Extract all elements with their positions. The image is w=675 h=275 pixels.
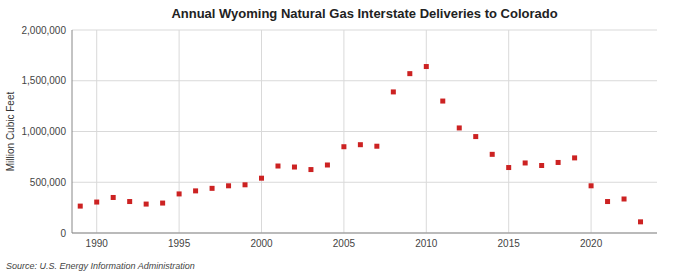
source-note: Source: U.S. Energy Information Administ… <box>6 261 195 271</box>
point <box>391 89 396 94</box>
point <box>292 165 297 170</box>
x-tick-label: 2005 <box>333 238 356 249</box>
point <box>622 196 627 201</box>
point <box>589 183 594 188</box>
x-grid-line <box>508 30 509 233</box>
point <box>457 125 462 130</box>
x-tick-label: 2015 <box>498 238 521 249</box>
point <box>572 155 577 160</box>
chart: 0 500,000 1,000,000 1,500,000 2,000,000 1990 1… <box>0 0 675 275</box>
x-grid-line <box>591 30 592 233</box>
point <box>539 163 544 168</box>
point <box>506 165 511 170</box>
x-tick-label: 2000 <box>250 238 273 249</box>
point <box>259 176 264 181</box>
x-grid-line <box>343 30 344 233</box>
point <box>440 99 445 104</box>
point <box>127 199 132 204</box>
points <box>78 64 643 224</box>
y-tick-label: 2,000,000 <box>22 25 67 36</box>
y-tick-label: 500,000 <box>30 177 67 188</box>
x-grid-line <box>179 30 180 233</box>
point <box>407 71 412 76</box>
point <box>78 204 83 209</box>
point <box>556 160 561 165</box>
y-grid-line <box>72 131 657 132</box>
y-grid-line <box>72 182 657 183</box>
y-axis-label: Million Cubic Feet <box>5 92 16 172</box>
y-grid-line <box>72 30 657 31</box>
point <box>275 164 280 169</box>
point <box>226 183 231 188</box>
grid <box>72 30 657 233</box>
y-tick-label: 1,000,000 <box>22 126 67 137</box>
y-grid-line <box>72 233 657 234</box>
background <box>0 0 675 275</box>
point <box>523 160 528 165</box>
y-axis-line <box>72 30 73 233</box>
point <box>473 134 478 139</box>
point <box>358 142 363 147</box>
x-tick-label: 1990 <box>86 238 109 249</box>
x-tick-label: 2010 <box>415 238 438 249</box>
point <box>210 186 215 191</box>
point <box>243 182 248 187</box>
point <box>111 195 116 200</box>
x-axis-line <box>72 233 657 234</box>
point <box>638 219 643 224</box>
point <box>177 191 182 196</box>
x-tick-label: 2020 <box>580 238 603 249</box>
x-grid-line <box>426 30 427 233</box>
point <box>325 162 330 167</box>
title: Annual Wyoming Natural Gas Interstate De… <box>171 6 557 21</box>
point <box>144 202 149 207</box>
point <box>341 144 346 149</box>
point <box>490 152 495 157</box>
point <box>374 144 379 149</box>
point <box>308 167 313 172</box>
x-tick-label: 1995 <box>168 238 191 249</box>
point <box>605 199 610 204</box>
y-grid-line <box>72 80 657 81</box>
point <box>94 200 99 205</box>
point <box>193 188 198 193</box>
y-tick-label: 1,500,000 <box>22 75 67 86</box>
y-tick-label: 0 <box>60 228 66 239</box>
x-grid-line <box>261 30 262 233</box>
point <box>424 64 429 69</box>
point <box>160 201 165 206</box>
